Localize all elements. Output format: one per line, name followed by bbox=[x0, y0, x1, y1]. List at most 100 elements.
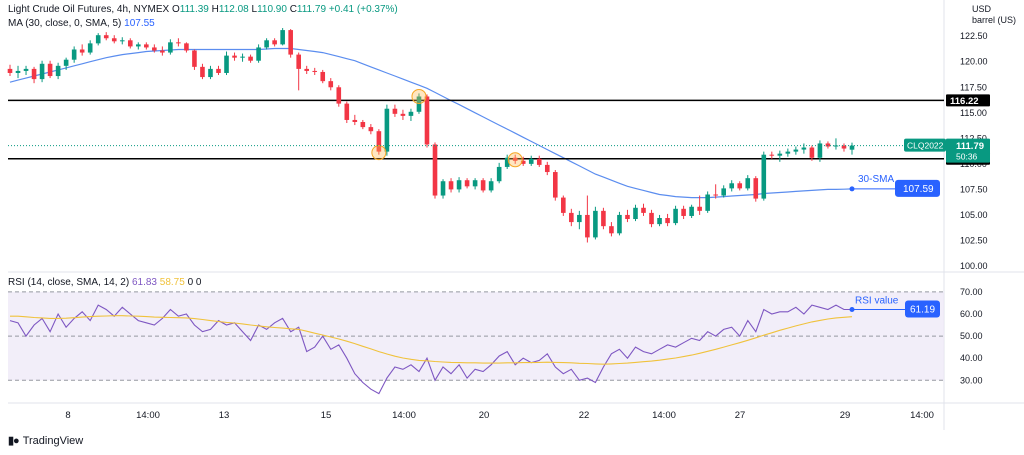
candle-body bbox=[817, 143, 823, 158]
candle-body bbox=[841, 145, 847, 149]
candle-body bbox=[400, 113, 406, 116]
candle-body bbox=[240, 56, 245, 58]
candle-body bbox=[577, 214, 582, 223]
candle-body bbox=[440, 181, 446, 196]
candle-body bbox=[593, 210, 598, 238]
candle-body bbox=[472, 180, 478, 187]
time-tick-label: 13 bbox=[219, 410, 230, 421]
candle-body bbox=[649, 212, 654, 225]
candle-body bbox=[344, 103, 350, 120]
touch-marker-circle bbox=[507, 152, 523, 168]
candle-body bbox=[376, 131, 382, 152]
ma-header[interactable]: MA (30, close, 0, SMA, 5) 107.55 bbox=[8, 18, 155, 29]
ma-callout-dot bbox=[849, 186, 855, 192]
candle-body bbox=[745, 178, 751, 189]
time-tick-label: 14:00 bbox=[392, 410, 416, 421]
candle-body bbox=[761, 154, 767, 199]
candle-body bbox=[200, 66, 205, 78]
candle-body bbox=[280, 30, 285, 45]
candle-body bbox=[216, 68, 221, 73]
candle-body bbox=[312, 70, 318, 72]
rsi-extra-1: 0 bbox=[187, 277, 194, 288]
candle-body bbox=[320, 71, 326, 82]
candle-body bbox=[31, 68, 37, 80]
candle-body bbox=[512, 157, 518, 161]
candle-body bbox=[665, 218, 670, 224]
candle-body bbox=[721, 188, 726, 196]
ma-value-label: 107.59 bbox=[903, 184, 934, 195]
candle-body bbox=[328, 81, 334, 88]
candle-body bbox=[713, 194, 718, 196]
candle-body bbox=[408, 111, 414, 116]
candle-body bbox=[769, 154, 775, 156]
candle-body bbox=[160, 50, 165, 53]
rsi-header[interactable]: RSI (14, close, SMA, 14, 2) 61.83 58.75 … bbox=[8, 277, 201, 288]
high-value: 112.08 bbox=[218, 4, 249, 15]
price-tick-label: 120.00 bbox=[960, 57, 988, 67]
price-tick-label: 112.50 bbox=[960, 133, 987, 143]
candle-body bbox=[424, 96, 430, 145]
candle-body bbox=[753, 178, 759, 199]
tradingview-logo[interactable]: ▮● TradingView bbox=[8, 434, 84, 448]
candle-body bbox=[71, 49, 77, 60]
open-value: 111.39 bbox=[179, 4, 209, 15]
rsi-callout-dot bbox=[849, 307, 855, 313]
ma-line bbox=[9, 47, 853, 199]
candle-body bbox=[176, 42, 181, 44]
change-value: +0.41 (+0.37%) bbox=[328, 4, 398, 15]
candle-body bbox=[208, 68, 213, 78]
candle-body bbox=[15, 70, 21, 73]
price-unit: USD barrel (US) bbox=[971, 4, 1016, 25]
candle-body bbox=[448, 181, 454, 190]
candle-body bbox=[144, 44, 149, 48]
candle-body bbox=[480, 180, 486, 191]
symbol-label: CLQ2022 bbox=[907, 141, 944, 151]
candle-body bbox=[504, 157, 510, 167]
candle-body bbox=[264, 40, 269, 48]
level-label-box bbox=[946, 94, 990, 107]
symbol-title[interactable]: Light Crude Oil Futures, 4h, NYMEX bbox=[8, 4, 170, 15]
candle-body bbox=[272, 40, 277, 45]
rsi-tick-label: 70.00 bbox=[960, 287, 983, 297]
candle-body bbox=[681, 208, 686, 216]
candle-body bbox=[23, 68, 29, 71]
candle-body bbox=[601, 210, 606, 227]
time-tick-label: 14:00 bbox=[652, 410, 676, 421]
close-value: 111.79 bbox=[296, 4, 327, 15]
candle-body bbox=[360, 122, 366, 128]
rsi-tick-label: 60.00 bbox=[960, 309, 983, 319]
price-tick-label: 117.50 bbox=[960, 82, 987, 92]
price-header: Light Crude Oil Futures, 4h, NYMEX O111.… bbox=[8, 4, 398, 15]
time-tick-label: 14:00 bbox=[910, 410, 934, 421]
rsi-tick-label: 40.00 bbox=[960, 353, 983, 363]
candle-body bbox=[47, 63, 53, 77]
candle-body bbox=[336, 87, 342, 104]
candle-body bbox=[729, 183, 735, 189]
candle-body bbox=[544, 164, 550, 173]
price-tick-label: 115.00 bbox=[960, 108, 987, 118]
candle-body bbox=[585, 214, 590, 238]
candle-body bbox=[192, 50, 197, 67]
candle-body bbox=[536, 158, 542, 165]
ma-callout-label: 30-SMA bbox=[858, 174, 894, 185]
current-price-label: 111.79 bbox=[956, 141, 984, 152]
candle-body bbox=[392, 108, 398, 114]
level-label: 116.22 bbox=[950, 96, 979, 107]
candle-body bbox=[416, 96, 422, 112]
candle-body bbox=[528, 158, 534, 164]
candle-body bbox=[79, 49, 85, 53]
candle-body bbox=[697, 206, 702, 211]
rsi-value-box bbox=[905, 300, 940, 318]
candle-body bbox=[657, 218, 662, 225]
candle-body bbox=[7, 68, 13, 73]
candle-body bbox=[633, 207, 638, 220]
rsi-ma-line bbox=[10, 315, 853, 365]
ma-label: MA (30, close, 0, SMA, 5) bbox=[8, 18, 122, 29]
candle-body bbox=[224, 55, 229, 73]
price-tick-label: 105.00 bbox=[960, 210, 988, 220]
candle-body bbox=[561, 197, 566, 213]
symbol-label-box bbox=[904, 138, 946, 152]
price-tick-label: 100.00 bbox=[960, 261, 988, 271]
price-tick-label: 122.50 bbox=[960, 31, 988, 41]
touch-marker-circle bbox=[411, 88, 427, 104]
